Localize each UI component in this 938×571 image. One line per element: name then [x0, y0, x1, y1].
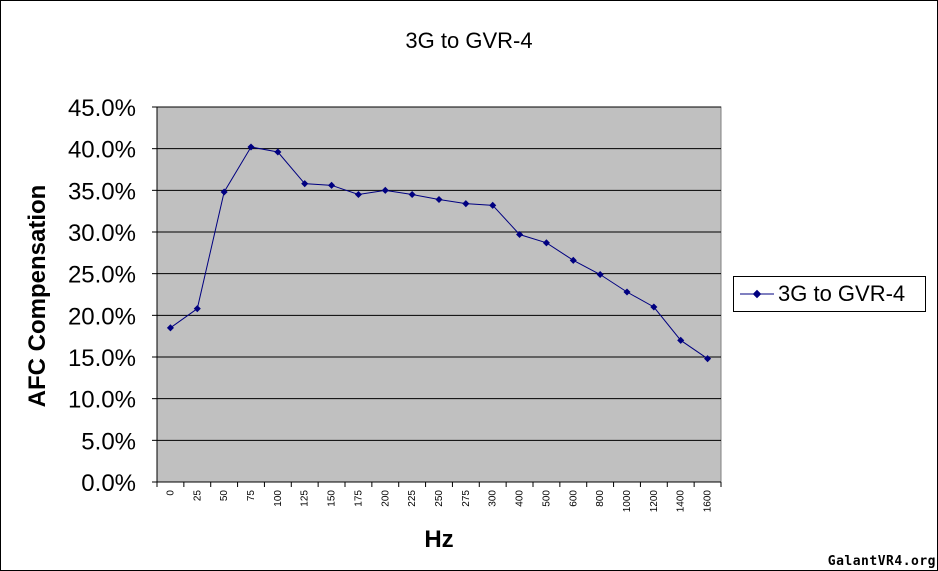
x-tick-label: 200 — [380, 490, 391, 507]
x-tick-label: 125 — [300, 490, 311, 507]
y-tick-label: 40.0% — [68, 137, 136, 164]
y-tick-label: 30.0% — [68, 220, 136, 247]
data-point — [542, 239, 550, 247]
x-tick-label: 600 — [568, 490, 579, 507]
y-tick-label: 35.0% — [68, 178, 136, 205]
x-tick-label: 1000 — [622, 490, 633, 513]
data-point — [166, 324, 174, 332]
data-point — [408, 190, 416, 199]
y-tick-label: 15.0% — [68, 345, 136, 372]
y-tick-label: 20.0% — [68, 303, 136, 330]
watermark: GalantVR4.org — [827, 554, 936, 569]
legend-entry-label: 3G to GVR-4 — [778, 281, 906, 306]
data-point — [435, 195, 443, 204]
x-tick-label: 800 — [595, 490, 606, 507]
data-point — [516, 230, 524, 239]
x-tick-label: 250 — [434, 490, 445, 507]
x-tick-label: 0 — [165, 490, 176, 496]
x-tick-label: 175 — [353, 490, 364, 507]
x-tick-label: 400 — [515, 490, 526, 507]
data-point — [623, 288, 631, 296]
x-axis-label: Hz — [424, 526, 454, 553]
data-point — [650, 303, 658, 311]
x-tick-label: 500 — [541, 490, 552, 507]
x-tick-label: 75 — [246, 490, 257, 502]
y-tick-label: 10.0% — [68, 387, 136, 414]
data-point — [220, 188, 228, 196]
data-point — [274, 148, 282, 156]
y-axis-label: AFC Compensation — [24, 184, 51, 408]
x-tick-label: 100 — [273, 490, 284, 507]
x-tick-label: 275 — [461, 490, 472, 507]
legend: 3G to GVR-4 — [733, 276, 926, 312]
x-tick-label: 300 — [488, 490, 499, 507]
data-point — [677, 336, 685, 344]
legend-swatch — [740, 289, 774, 299]
x-tick-label: 1200 — [649, 490, 660, 513]
data-point — [381, 186, 389, 194]
data-point — [328, 181, 336, 189]
data-point — [354, 190, 362, 199]
x-tick-label: 1600 — [703, 490, 714, 513]
y-tick-label: 45.0% — [68, 95, 136, 122]
x-tick-label: 225 — [407, 490, 418, 507]
chart-title: 3G to GVR-4 — [405, 28, 533, 53]
x-tick-label: 150 — [327, 490, 338, 507]
data-point — [569, 256, 577, 264]
data-point — [301, 180, 309, 188]
x-tick-label: 50 — [219, 490, 230, 502]
data-point — [462, 200, 470, 208]
x-tick-label: 25 — [192, 490, 203, 502]
data-point — [596, 270, 604, 279]
y-tick-label: 5.0% — [81, 428, 136, 455]
y-tick-label: 25.0% — [68, 262, 136, 289]
data-point — [193, 305, 201, 313]
data-point — [247, 143, 255, 151]
x-tick-label: 1400 — [676, 490, 687, 513]
data-point — [704, 355, 712, 363]
y-tick-label: 0.0% — [81, 470, 136, 497]
data-point — [489, 201, 497, 209]
